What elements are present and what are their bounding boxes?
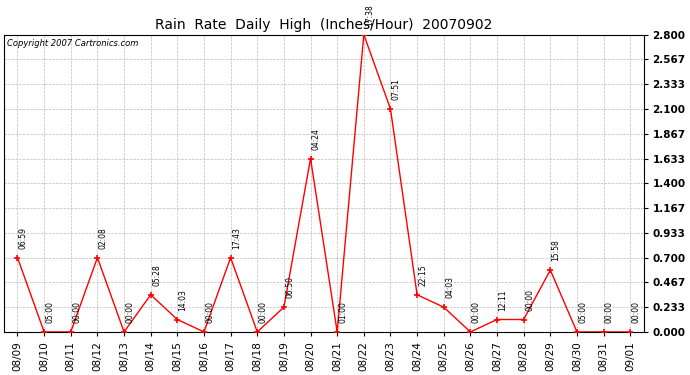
Text: 01:00: 01:00	[339, 301, 348, 323]
Text: 14:03: 14:03	[179, 289, 188, 310]
Text: 04:03: 04:03	[445, 276, 454, 298]
Text: 06:50: 06:50	[285, 276, 294, 298]
Text: 12:11: 12:11	[498, 289, 507, 310]
Text: 00:00: 00:00	[126, 301, 135, 323]
Text: 17:38: 17:38	[365, 4, 374, 26]
Title: Rain  Rate  Daily  High  (Inches/Hour)  20070902: Rain Rate Daily High (Inches/Hour) 20070…	[155, 18, 493, 32]
Text: 00:00: 00:00	[72, 301, 81, 323]
Text: 00:00: 00:00	[472, 301, 481, 323]
Text: 22:15: 22:15	[418, 264, 427, 286]
Text: 05:28: 05:28	[152, 264, 161, 286]
Text: 02:08: 02:08	[99, 227, 108, 249]
Text: 00:00: 00:00	[525, 289, 534, 310]
Text: 00:00: 00:00	[605, 301, 614, 323]
Text: 15:58: 15:58	[551, 239, 561, 261]
Text: 00:00: 00:00	[631, 301, 640, 323]
Text: 00:00: 00:00	[259, 301, 268, 323]
Text: Copyright 2007 Cartronics.com: Copyright 2007 Cartronics.com	[8, 39, 139, 48]
Text: 00:00: 00:00	[206, 301, 215, 323]
Text: 04:24: 04:24	[312, 128, 321, 150]
Text: 06:59: 06:59	[19, 226, 28, 249]
Text: 05:00: 05:00	[578, 301, 587, 323]
Text: 05:00: 05:00	[46, 301, 55, 323]
Text: 07:51: 07:51	[392, 78, 401, 100]
Text: 17:43: 17:43	[232, 227, 241, 249]
